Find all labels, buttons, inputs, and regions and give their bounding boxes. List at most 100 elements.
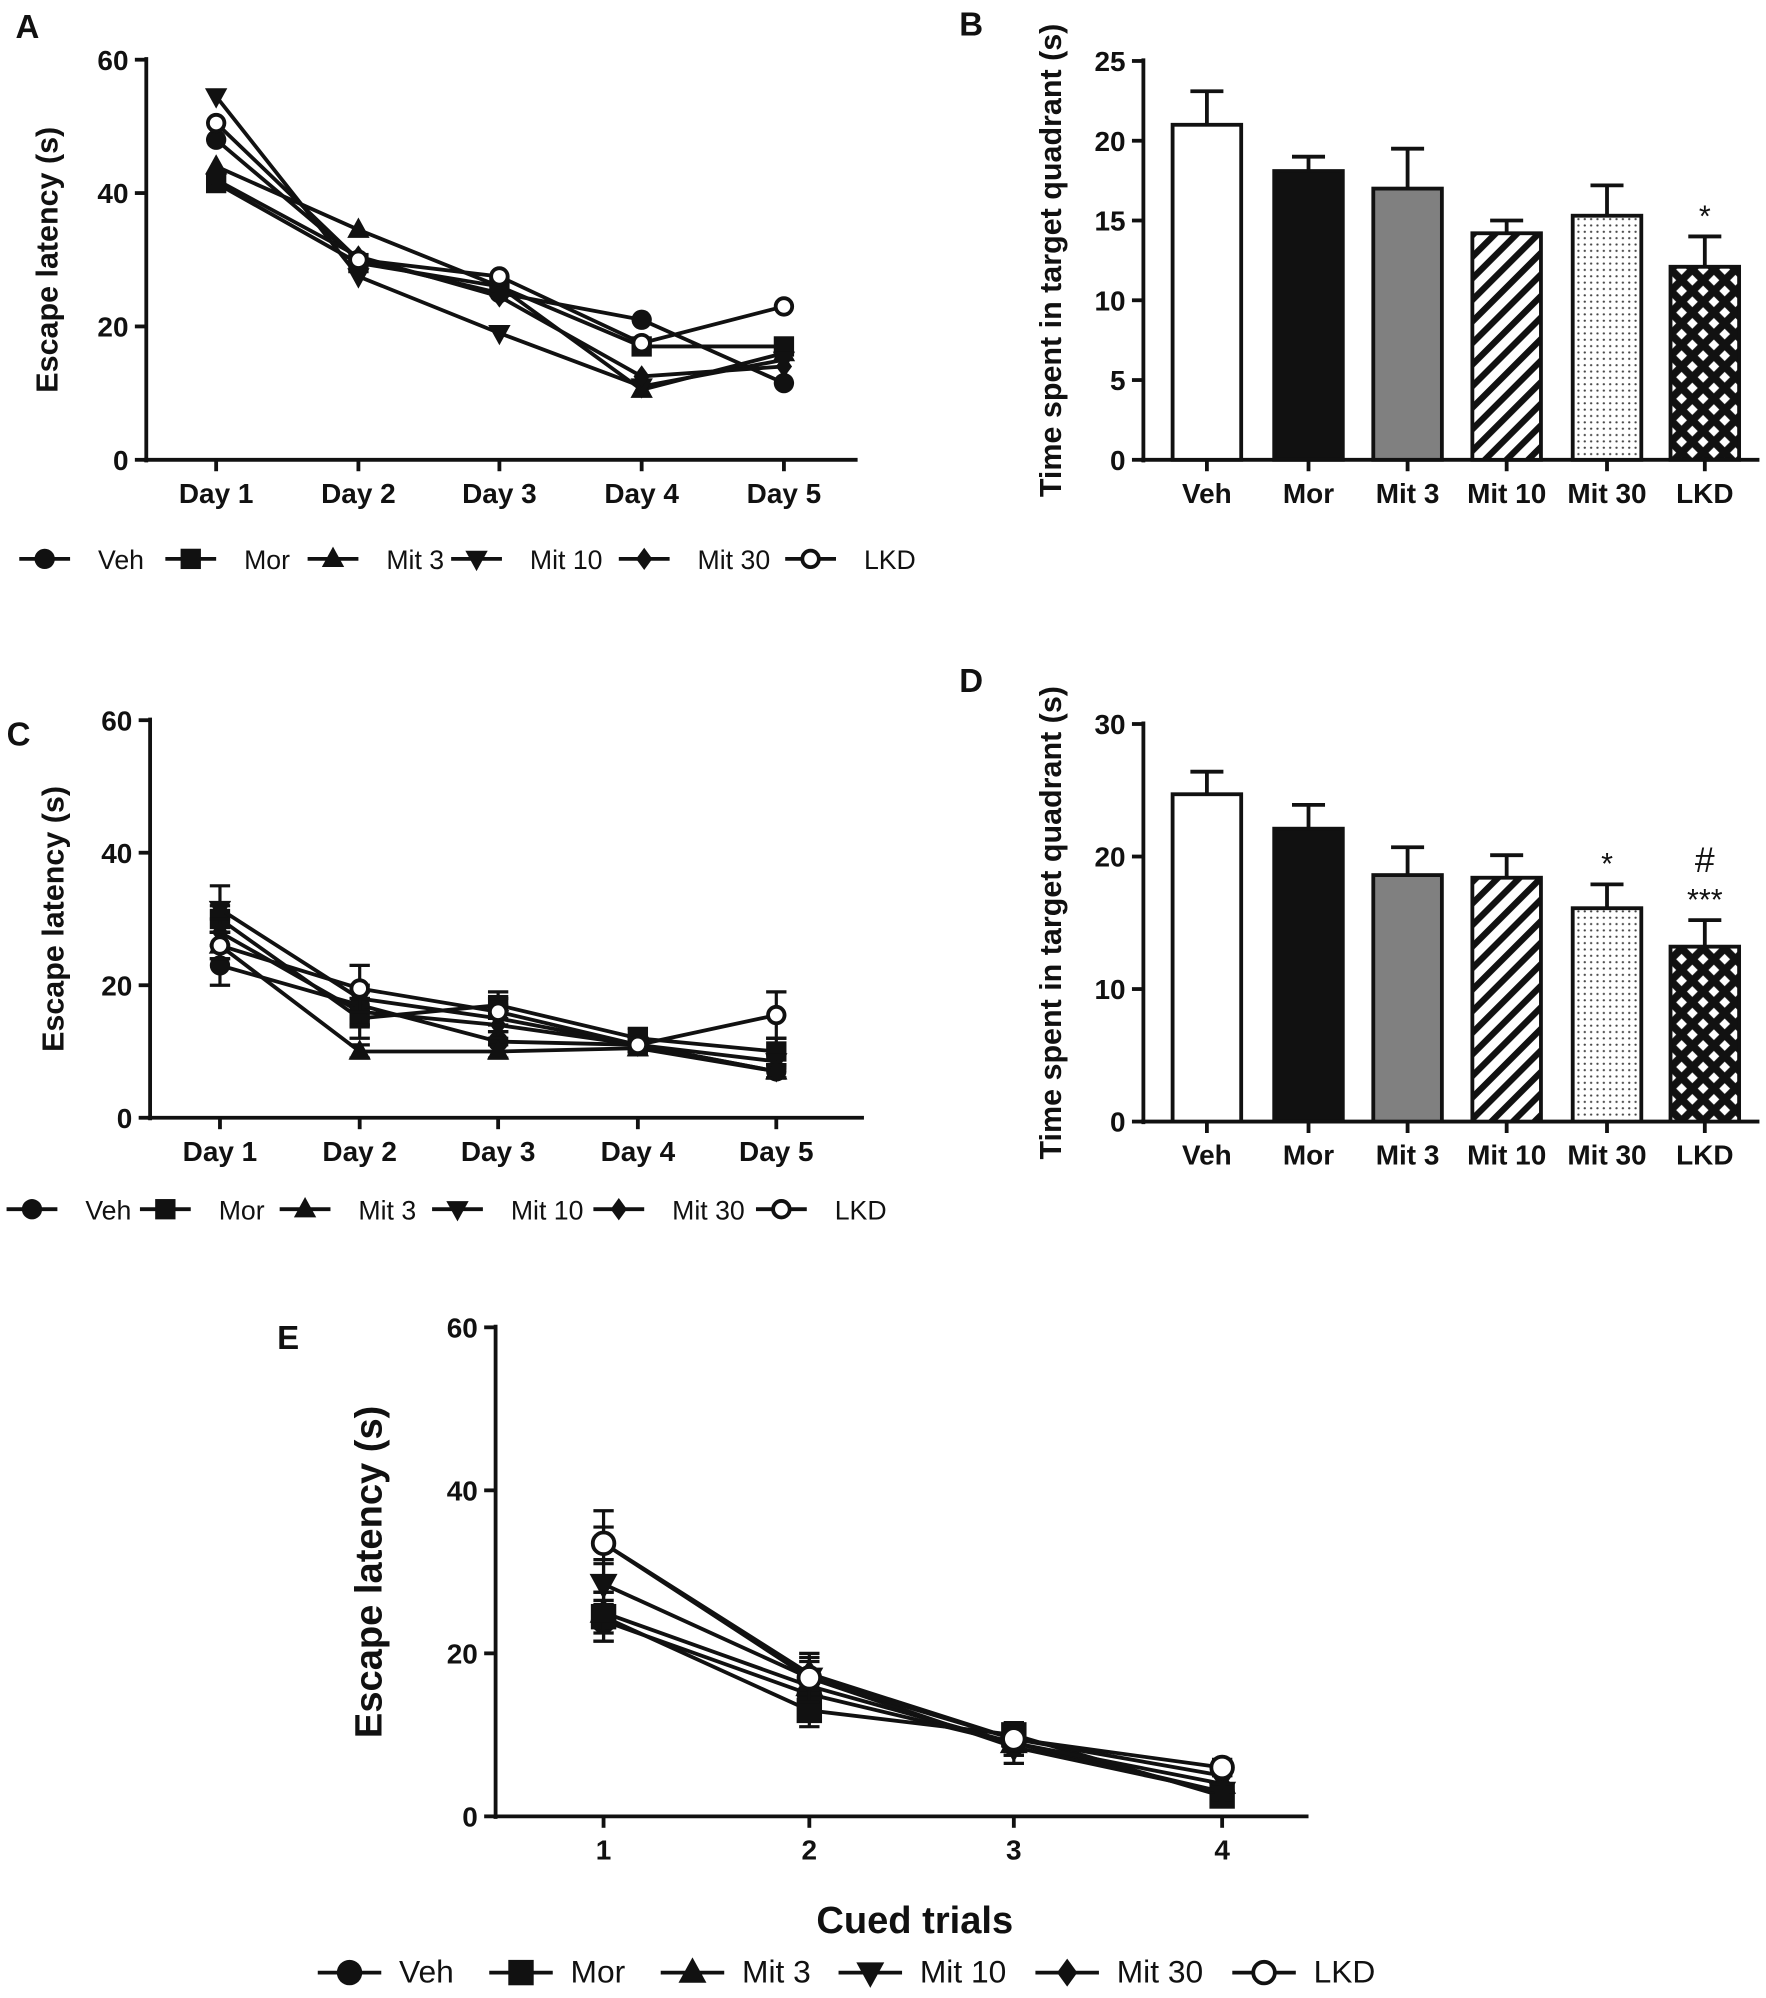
y-tick-label: 10 [1095, 285, 1126, 316]
legend-label: Mit 30 [1117, 1954, 1203, 1990]
open-circle-marker [800, 548, 821, 570]
triangle-up-marker [348, 1039, 371, 1060]
series-line [602, 1618, 1223, 1794]
y-tick-label: 15 [1095, 206, 1126, 237]
diamond-marker [610, 1198, 627, 1221]
legend: Veh Mor Mit 3 Mit 10 Mit 30 LKD [6, 1195, 887, 1225]
legend-label: Mor [219, 1195, 265, 1225]
x-tick-label: Day 4 [604, 478, 679, 509]
open-circle-marker [1001, 1726, 1027, 1752]
triangle-down-marker [347, 268, 370, 289]
legend-label: LKD [864, 545, 916, 575]
bar-mor [1272, 826, 1345, 1124]
legend-label: Mit 10 [511, 1195, 584, 1225]
bar-mit-30 [1570, 213, 1644, 462]
open-circle-marker [771, 1199, 792, 1220]
legend-label: Mit 30 [698, 545, 771, 575]
x-tick-label: Day 2 [322, 1136, 397, 1167]
y-tick-label: 40 [97, 178, 128, 209]
x-tick-label: Mit 10 [1467, 1140, 1546, 1171]
open-circle-marker [627, 1034, 649, 1056]
legend-label: Mor [244, 545, 290, 575]
open-circle-marker [209, 935, 231, 956]
x-tick-label: Day 3 [461, 1136, 536, 1167]
legend-item: Mor [165, 545, 290, 575]
x-tick-label: Mor [1283, 1140, 1334, 1171]
legend-label: Mit 10 [920, 1954, 1006, 1990]
y-tick-label: 20 [447, 1639, 478, 1670]
y-tick-label: 20 [1095, 126, 1126, 157]
legend-item: LKD [1232, 1954, 1375, 1990]
y-tick-label: 60 [97, 45, 128, 76]
y-axis-label: Escape latency (s) [37, 786, 71, 1052]
x-tick-label: Mit 30 [1567, 478, 1646, 509]
legend-label: LKD [1314, 1954, 1376, 1990]
open-circle-marker [796, 1665, 823, 1691]
legend-label: Veh [98, 545, 144, 575]
y-axis-label: Time spent in target quadrant (s) [1034, 24, 1068, 497]
y-axis-label: Escape latency (s) [30, 127, 64, 393]
bar-mit-30 [1570, 906, 1644, 1124]
y-tick-label: 40 [447, 1476, 478, 1507]
legend-label: Mit 3 [386, 545, 444, 575]
legend-item: LKD [785, 545, 916, 575]
x-tick-label: 2 [802, 1835, 818, 1866]
triangle-down-marker [1208, 1781, 1237, 1808]
circle-marker [773, 372, 795, 394]
legend-label: Veh [85, 1195, 131, 1225]
x-tick-label: LKD [1676, 478, 1733, 509]
y-axis-label: Escape latency (s) [348, 1406, 390, 1738]
y-tick-label: 60 [101, 705, 132, 736]
x-tick-label: Mit 3 [1376, 478, 1440, 509]
circle-marker [631, 309, 652, 330]
legend-item: Mit 10 [838, 1954, 1006, 1990]
bar-lkd [1668, 264, 1742, 462]
bar-lkd [1668, 944, 1742, 1124]
legend-label: Mit 30 [672, 1195, 745, 1225]
panel-b: B 0 5 10 15 20 25 Veh Mor Mit 3 Mit 10 Mit 30 LKD Tim… [959, 6, 1760, 509]
triangle-down-marker [465, 550, 488, 572]
series-line [602, 1610, 1223, 1786]
open-circle-marker [1251, 1959, 1277, 1986]
panel-a: A 0 20 40 60 Day 1 Day 2 Day 3 Day 4 Day 5 Escape … [15, 8, 915, 575]
bar-mor [1272, 169, 1345, 462]
bar-mit-3 [1371, 873, 1444, 1124]
diamond-marker [636, 547, 653, 571]
open-circle-marker [489, 266, 510, 287]
significance-marker: * [1699, 199, 1711, 233]
open-circle-marker [348, 249, 369, 270]
legend-label: LKD [835, 1195, 887, 1225]
y-tick-label: 20 [97, 312, 128, 343]
series-line [215, 181, 784, 349]
x-axis-label: Cued trials [816, 1900, 1013, 1942]
y-tick-label: 0 [1110, 445, 1126, 476]
legend-item: Mor [139, 1195, 265, 1225]
open-circle-marker [590, 1530, 617, 1557]
open-circle-marker [205, 112, 227, 134]
series-line [602, 1582, 1223, 1794]
x-tick-label: Mit 10 [1467, 478, 1546, 509]
x-tick-label: Mor [1283, 478, 1334, 509]
panel-label: A [15, 8, 39, 45]
x-tick-label: Veh [1182, 478, 1232, 509]
legend-label: Mor [571, 1954, 626, 1990]
significance-marker: *** [1687, 883, 1723, 917]
open-circle-marker [349, 978, 370, 999]
open-circle-marker [766, 1004, 787, 1026]
legend-item: Mit 30 [1035, 1954, 1203, 1990]
square-marker [155, 1199, 176, 1220]
y-tick-label: 25 [1095, 46, 1126, 77]
legend-label: Mit 10 [530, 545, 603, 575]
triangle-down-marker [856, 1962, 885, 1988]
y-tick-label: 10 [1095, 974, 1126, 1005]
x-tick-label: Mit 3 [1376, 1140, 1440, 1171]
diamond-marker [1057, 1958, 1078, 1987]
legend: Veh Mor Mit 3 Mit 10 Mit 30 LKD [19, 545, 916, 575]
bar-mit-10 [1470, 875, 1543, 1124]
triangle-down-marker [446, 1201, 469, 1222]
y-tick-label: 60 [447, 1313, 478, 1344]
legend-item: Mit 10 [432, 1195, 583, 1225]
triangle-down-marker [204, 88, 228, 109]
bar-veh [1170, 122, 1244, 462]
significance-marker-hash: # [1695, 840, 1715, 880]
